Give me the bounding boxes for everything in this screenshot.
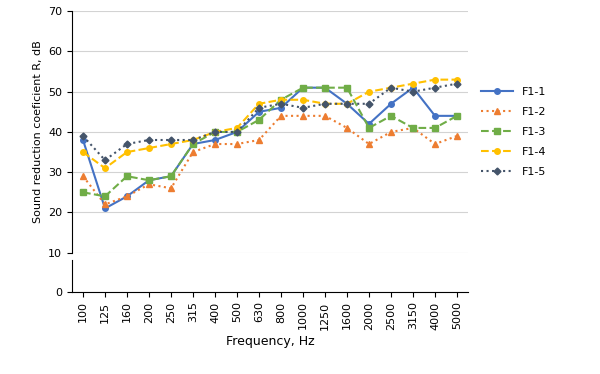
F1-1 bbox=[454, 114, 461, 118]
F1-2 bbox=[409, 126, 416, 130]
F1-4 bbox=[365, 89, 373, 94]
F1-4 bbox=[322, 101, 329, 106]
F1-2 bbox=[343, 126, 350, 130]
F1-3 bbox=[211, 130, 218, 134]
F1-5 bbox=[211, 130, 218, 134]
F1-1 bbox=[101, 206, 109, 211]
F1-3 bbox=[454, 114, 461, 118]
F1-3 bbox=[322, 85, 329, 90]
Line: F1-5: F1-5 bbox=[80, 81, 460, 163]
F1-3 bbox=[79, 190, 86, 194]
F1-1 bbox=[365, 122, 373, 126]
F1-4 bbox=[343, 101, 350, 106]
F1-4 bbox=[79, 150, 86, 154]
F1-2 bbox=[431, 142, 439, 146]
F1-5 bbox=[322, 101, 329, 106]
F1-2 bbox=[145, 182, 152, 187]
F1-1 bbox=[299, 85, 307, 90]
F1-4 bbox=[124, 150, 131, 154]
Line: F1-4: F1-4 bbox=[80, 77, 460, 171]
F1-1 bbox=[79, 138, 86, 142]
F1-3 bbox=[365, 126, 373, 130]
Line: F1-3: F1-3 bbox=[80, 85, 460, 199]
F1-2 bbox=[388, 130, 395, 134]
F1-3 bbox=[233, 130, 241, 134]
F1-2 bbox=[101, 202, 109, 206]
F1-3 bbox=[256, 118, 263, 122]
F1-2 bbox=[277, 114, 284, 118]
F1-5 bbox=[233, 130, 241, 134]
Y-axis label: Sound reduction coeficient R, dB: Sound reduction coeficient R, dB bbox=[32, 40, 43, 223]
F1-5 bbox=[277, 101, 284, 106]
F1-1 bbox=[277, 105, 284, 110]
F1-5 bbox=[454, 82, 461, 86]
F1-5 bbox=[124, 142, 131, 146]
F1-4 bbox=[190, 138, 197, 142]
F1-2 bbox=[299, 114, 307, 118]
F1-4 bbox=[388, 85, 395, 90]
F1-2 bbox=[79, 174, 86, 178]
F1-2 bbox=[167, 186, 175, 190]
F1-4 bbox=[277, 98, 284, 102]
F1-3 bbox=[190, 142, 197, 146]
F1-3 bbox=[167, 174, 175, 178]
F1-5 bbox=[388, 85, 395, 90]
F1-1 bbox=[256, 110, 263, 114]
F1-5 bbox=[409, 89, 416, 94]
F1-5 bbox=[190, 138, 197, 142]
F1-5 bbox=[299, 105, 307, 110]
F1-1 bbox=[190, 142, 197, 146]
F1-5 bbox=[431, 85, 439, 90]
F1-5 bbox=[343, 101, 350, 106]
F1-4 bbox=[431, 77, 439, 82]
F1-5 bbox=[79, 134, 86, 138]
F1-4 bbox=[256, 101, 263, 106]
F1-1 bbox=[431, 114, 439, 118]
F1-3 bbox=[409, 126, 416, 130]
F1-1 bbox=[145, 178, 152, 183]
F1-1 bbox=[343, 101, 350, 106]
X-axis label: Frequency, Hz: Frequency, Hz bbox=[226, 335, 314, 348]
F1-3 bbox=[299, 85, 307, 90]
F1-5 bbox=[365, 101, 373, 106]
F1-2 bbox=[124, 194, 131, 199]
F1-4 bbox=[211, 130, 218, 134]
F1-1 bbox=[409, 85, 416, 90]
F1-5 bbox=[101, 158, 109, 162]
F1-3 bbox=[145, 178, 152, 183]
F1-1 bbox=[322, 85, 329, 90]
F1-4 bbox=[454, 77, 461, 82]
F1-4 bbox=[233, 126, 241, 130]
F1-3 bbox=[388, 114, 395, 118]
F1-5 bbox=[145, 138, 152, 142]
F1-2 bbox=[256, 138, 263, 142]
F1-2 bbox=[454, 134, 461, 138]
F1-2 bbox=[211, 142, 218, 146]
F1-1 bbox=[167, 174, 175, 178]
F1-3 bbox=[277, 98, 284, 102]
F1-2 bbox=[365, 142, 373, 146]
F1-3 bbox=[124, 174, 131, 178]
F1-1 bbox=[388, 101, 395, 106]
F1-4 bbox=[101, 166, 109, 171]
F1-4 bbox=[299, 98, 307, 102]
F1-3 bbox=[431, 126, 439, 130]
Line: F1-2: F1-2 bbox=[80, 113, 460, 207]
F1-3 bbox=[101, 194, 109, 199]
Line: F1-1: F1-1 bbox=[80, 85, 460, 211]
F1-4 bbox=[409, 82, 416, 86]
F1-2 bbox=[190, 150, 197, 154]
Legend: F1-1, F1-2, F1-3, F1-4, F1-5: F1-1, F1-2, F1-3, F1-4, F1-5 bbox=[481, 87, 546, 177]
F1-1 bbox=[211, 138, 218, 142]
F1-5 bbox=[167, 138, 175, 142]
F1-2 bbox=[233, 142, 241, 146]
F1-1 bbox=[124, 194, 131, 199]
F1-4 bbox=[167, 142, 175, 146]
F1-4 bbox=[145, 146, 152, 150]
F1-2 bbox=[322, 114, 329, 118]
F1-5 bbox=[256, 105, 263, 110]
F1-1 bbox=[233, 130, 241, 134]
F1-3 bbox=[343, 85, 350, 90]
